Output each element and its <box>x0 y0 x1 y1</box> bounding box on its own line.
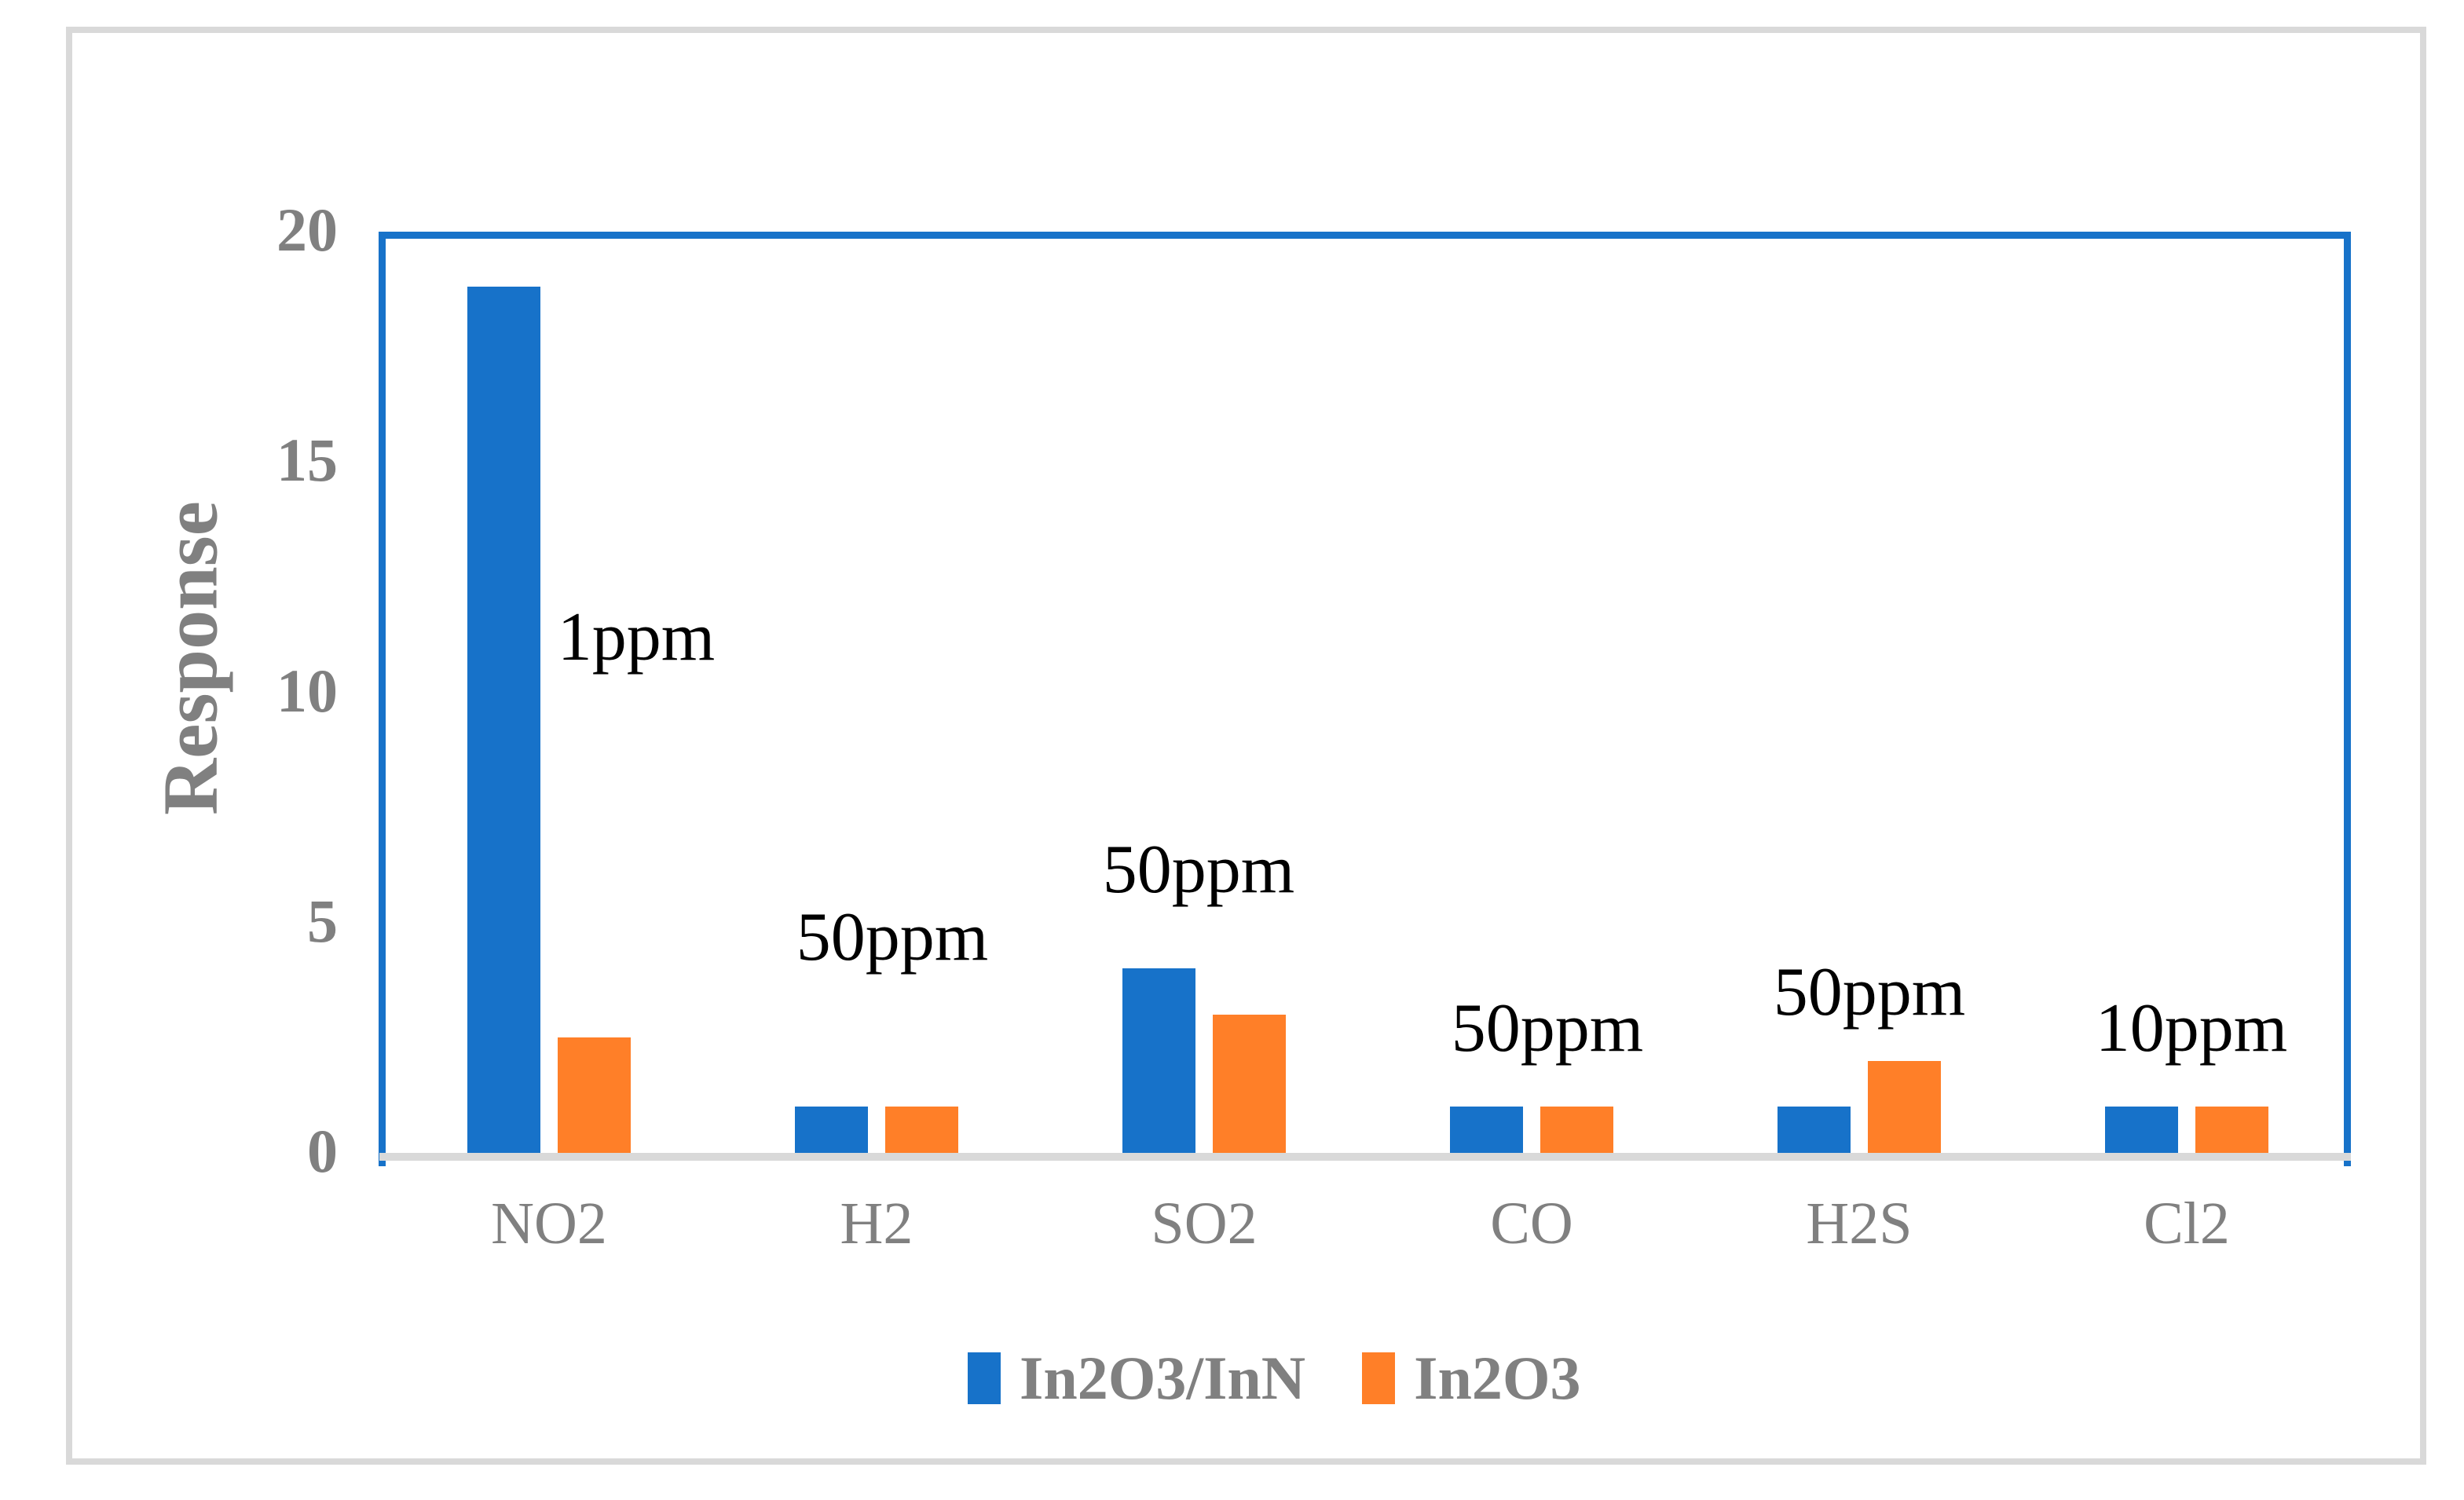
annotation-NO2-1ppm: 1ppm <box>557 599 716 675</box>
legend-label-In2O3: In2O3 <box>1414 1344 1581 1412</box>
x-category-label-SO2: SO2 <box>1151 1191 1258 1257</box>
y-tick-label-15: 15 <box>276 426 338 495</box>
y-tick-label-5: 5 <box>307 886 338 955</box>
legend-item-In2O3/InN: In2O3/InN <box>968 1348 1305 1409</box>
bar-SO2-In2O3 <box>1213 1015 1286 1153</box>
x-category-label-Cl2: Cl2 <box>2144 1191 2230 1257</box>
x-category-label-H2S: H2S <box>1806 1191 1913 1257</box>
annotation-H2-50ppm: 50ppm <box>796 899 989 975</box>
legend-item-In2O3: In2O3 <box>1362 1344 1581 1412</box>
x-axis-line <box>379 1153 2351 1161</box>
plot-area-frame <box>379 232 2351 1166</box>
figure-border <box>66 27 2426 1465</box>
bar-Cl2-In2O3/InN <box>2105 1107 2178 1153</box>
bar-CO-In2O3/InN <box>1450 1107 1523 1153</box>
annotation-CO-50ppm: 50ppm <box>1451 990 1644 1066</box>
bar-NO2-In2O3/InN <box>467 287 540 1153</box>
bar-SO2-In2O3/InN <box>1122 968 1195 1153</box>
annotation-H2S-50ppm: 50ppm <box>1773 954 1966 1030</box>
bar-NO2-In2O3 <box>558 1037 631 1153</box>
y-tick-label-20: 20 <box>276 196 338 264</box>
y-tick-label-0: 0 <box>307 1117 338 1185</box>
legend: In2O3/InN In2O3 <box>968 1348 1581 1409</box>
x-category-label-CO: CO <box>1490 1191 1573 1257</box>
annotation-Cl2-10ppm: 10ppm <box>2095 990 2288 1066</box>
bar-H2S-In2O3 <box>1868 1061 1941 1153</box>
y-tick-label-10: 10 <box>276 656 338 725</box>
legend-label-In2O3/InN: In2O3/InN <box>1020 1344 1306 1412</box>
bar-CO-In2O3 <box>1540 1107 1613 1153</box>
annotation-SO2-50ppm: 50ppm <box>1102 832 1295 908</box>
bar-H2-In2O3/InN <box>795 1107 868 1153</box>
legend-swatch-In2O3/InN <box>968 1352 1001 1404</box>
legend-swatch-In2O3 <box>1362 1352 1396 1404</box>
bar-H2-In2O3 <box>885 1107 958 1153</box>
x-category-label-NO2: NO2 <box>491 1191 607 1257</box>
bar-H2S-In2O3/InN <box>1778 1107 1851 1153</box>
bar-Cl2-In2O3 <box>2195 1107 2268 1153</box>
x-category-label-H2: H2 <box>840 1191 913 1257</box>
